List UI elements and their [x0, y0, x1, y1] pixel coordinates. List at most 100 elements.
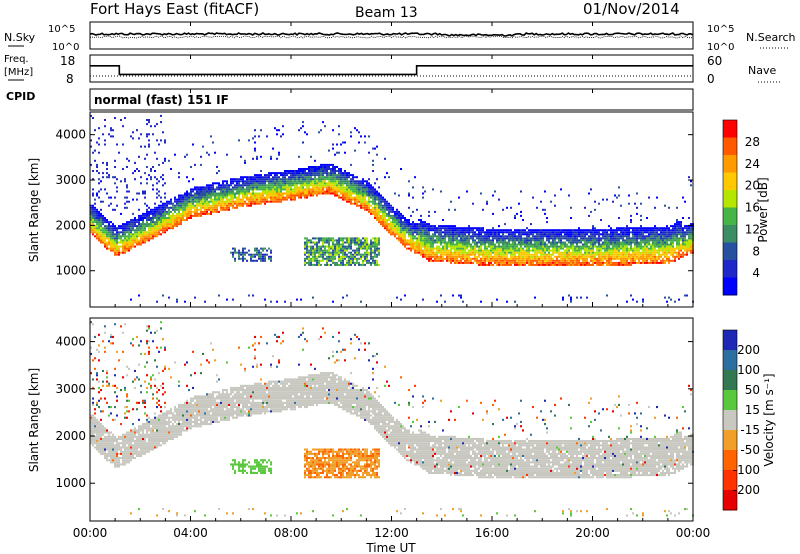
power-cell — [560, 237, 562, 240]
power-cell — [626, 245, 628, 248]
power-cell — [158, 163, 160, 166]
power-cell — [372, 159, 374, 162]
power-cell — [602, 245, 604, 248]
power-cell — [136, 221, 138, 224]
power-cell — [322, 237, 324, 240]
power-cell — [314, 174, 316, 177]
power-cell — [472, 261, 474, 264]
power-cell — [498, 253, 500, 256]
power-cell — [270, 192, 272, 195]
power-cell — [370, 247, 372, 250]
power-cell — [412, 229, 414, 232]
power-cell — [114, 208, 116, 211]
power-cell — [544, 253, 546, 256]
power-cell — [326, 192, 328, 195]
power-cell — [484, 235, 486, 238]
power-cell — [280, 182, 282, 185]
power-cell — [604, 235, 606, 238]
power-cell — [384, 214, 386, 217]
power-cell — [348, 194, 350, 197]
power-cell — [404, 221, 406, 224]
power-cell — [436, 249, 438, 252]
power-cell — [348, 241, 350, 244]
power-cell — [412, 227, 414, 230]
power-cell — [266, 178, 268, 181]
power-cell — [244, 182, 246, 185]
power-cell — [310, 190, 312, 193]
power-cell — [470, 253, 472, 256]
power-cell — [374, 147, 376, 150]
power-cell — [118, 245, 120, 248]
power-cell — [608, 243, 610, 246]
power-cell — [354, 190, 356, 193]
power-cell — [256, 200, 258, 203]
power-cell — [224, 208, 226, 211]
power-cell — [364, 192, 366, 195]
power-cell — [516, 257, 518, 260]
power-cell — [346, 186, 348, 189]
power-cell — [192, 143, 194, 146]
power-cell — [216, 210, 218, 213]
power-cell — [452, 243, 454, 246]
power-cell — [438, 251, 440, 254]
power-cell — [454, 208, 456, 211]
power-cell — [598, 233, 600, 236]
power-cell — [546, 247, 548, 250]
power-cell — [550, 229, 552, 232]
power-cell — [466, 253, 468, 256]
power-cell — [450, 249, 452, 252]
power-cell — [504, 235, 506, 238]
power-cell — [186, 202, 188, 205]
power-cell — [274, 192, 276, 195]
power-cell — [578, 229, 580, 232]
power-cell — [174, 204, 176, 207]
power-cell — [450, 231, 452, 234]
power-cell — [592, 237, 594, 240]
power-cell — [444, 253, 446, 256]
power-cell — [98, 221, 100, 224]
power-cell — [498, 263, 500, 266]
power-cell — [548, 239, 550, 242]
power-cell — [374, 253, 376, 256]
power-cell — [408, 206, 410, 209]
power-cell — [130, 233, 132, 236]
power-cell — [366, 204, 368, 207]
power-cell — [606, 229, 608, 232]
power-cell — [178, 221, 180, 224]
power-cell — [624, 241, 626, 244]
power-cell — [434, 225, 436, 228]
power-cell — [488, 235, 490, 238]
power-cell — [426, 233, 428, 236]
power-cell — [302, 168, 304, 170]
power-cell — [248, 186, 250, 189]
power-cell — [238, 194, 240, 197]
power-cell — [500, 231, 502, 234]
power-cell — [330, 253, 332, 256]
power-cell — [202, 190, 204, 193]
power-cell — [602, 231, 604, 234]
power-cell — [336, 176, 338, 179]
power-cell — [114, 117, 116, 119]
power-cell — [320, 170, 322, 172]
power-cell — [498, 225, 500, 228]
power-cell — [176, 212, 178, 215]
power-cell — [372, 170, 374, 172]
power-cell — [412, 210, 414, 213]
power-cell — [318, 192, 320, 195]
power-cell — [320, 172, 322, 175]
power-cell — [242, 200, 244, 203]
power-cell — [218, 202, 220, 205]
power-cell — [328, 247, 330, 250]
power-cell — [578, 261, 580, 264]
power-cell — [436, 231, 438, 234]
power-cell — [276, 176, 278, 179]
power-cell — [402, 243, 404, 246]
power-cell — [130, 219, 132, 221]
power-cell — [492, 237, 494, 240]
power-cell — [594, 241, 596, 244]
power-cell — [232, 253, 234, 256]
power-cell — [326, 182, 328, 185]
power-cell — [338, 251, 340, 254]
power-cell — [400, 235, 402, 238]
power-cell — [296, 172, 298, 175]
